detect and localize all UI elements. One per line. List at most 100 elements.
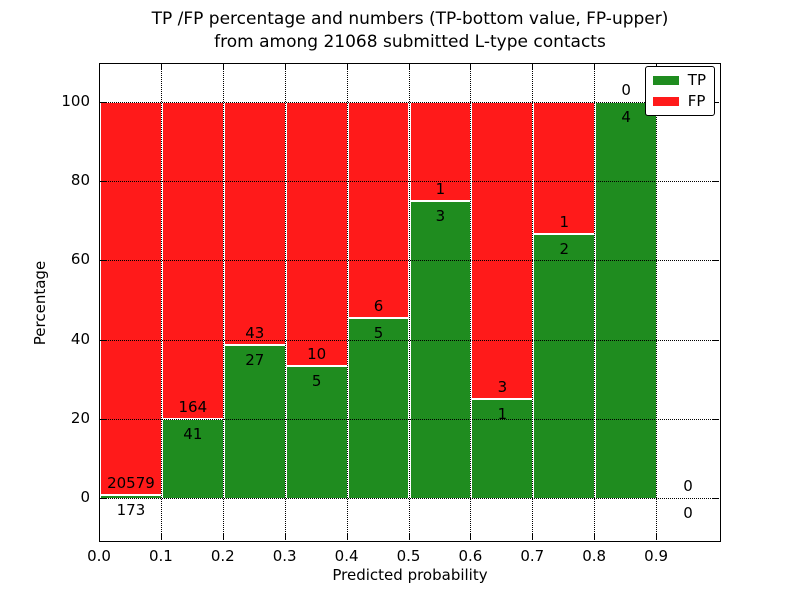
- tp-count-label: 41: [183, 425, 203, 444]
- tp-count-label: 1: [497, 405, 508, 424]
- bar-fp-segment: [471, 101, 534, 400]
- tp-count-label: 173: [116, 501, 146, 520]
- x-tick-bottom: [284, 534, 286, 540]
- v-gridline: [532, 64, 534, 540]
- y-tick-left: [100, 181, 106, 183]
- x-tick-label: 0.6: [458, 547, 483, 565]
- x-tick-bottom: [346, 534, 348, 540]
- v-gridline: [594, 64, 596, 540]
- h-gridline: [100, 339, 719, 341]
- x-tick-bottom: [656, 534, 658, 540]
- x-tick-bottom: [594, 534, 596, 540]
- y-tick-right: [713, 181, 719, 183]
- fp-legend-swatch: [652, 97, 679, 106]
- y-tick-left: [100, 339, 106, 341]
- h-gridline: [100, 101, 719, 103]
- x-tick-bottom: [99, 534, 100, 540]
- x-tick-label: 0.5: [396, 547, 421, 565]
- x-tick-label: 0.4: [334, 547, 359, 565]
- fp-count-label: 1: [559, 212, 570, 231]
- fp-count-label: 43: [245, 324, 265, 343]
- fp-count-label: 0: [621, 80, 631, 99]
- y-tick-left: [100, 260, 106, 262]
- tp-count-label: 3: [435, 206, 446, 225]
- x-tick-top: [99, 64, 100, 70]
- y-tick-label: 0: [80, 488, 90, 507]
- tp-count-label: 27: [245, 351, 265, 370]
- y-tick-right: [713, 339, 719, 341]
- x-tick-label: 0.0: [87, 547, 111, 565]
- tp-legend-label: TP: [687, 71, 706, 89]
- x-tick-top: [408, 64, 410, 70]
- v-gridline: [346, 64, 348, 540]
- h-gridline: [100, 419, 719, 421]
- x-tick-bottom: [532, 534, 534, 540]
- tp-count-label: 0: [683, 504, 693, 523]
- x-tick-label: 0.9: [644, 547, 669, 565]
- fp-count-label: 0: [683, 477, 693, 496]
- x-tick-bottom: [222, 534, 224, 540]
- v-gridline: [160, 64, 162, 540]
- x-tick-bottom: [408, 534, 410, 540]
- x-tick-top: [594, 64, 596, 70]
- bar-tp-segment: [409, 200, 472, 499]
- h-gridline: [100, 181, 719, 183]
- bar-tp-segment: [161, 419, 224, 499]
- x-tick-label: 0.8: [582, 547, 607, 565]
- y-tick-right: [713, 498, 719, 500]
- bar-tp-segment: [595, 101, 658, 499]
- x-tick-top: [346, 64, 348, 70]
- tp-count-label: 5: [373, 324, 384, 343]
- bar-tp-segment: [347, 318, 410, 499]
- x-tick-bottom: [470, 534, 472, 540]
- y-tick-right: [713, 260, 719, 262]
- chart-title: TP /FP percentage and numbers (TP-bottom…: [99, 8, 721, 54]
- fp-count-label: 1: [435, 179, 446, 198]
- bar-fp-segment: [285, 101, 348, 367]
- y-tick-right: [713, 101, 719, 103]
- tp-legend-swatch: [652, 76, 679, 85]
- bar-fp-segment: [347, 101, 410, 319]
- v-gridline: [222, 64, 224, 540]
- x-tick-top: [470, 64, 472, 70]
- bar-fp-segment: [223, 101, 286, 346]
- y-tick-label: 80: [70, 171, 90, 190]
- x-tick-bottom: [160, 534, 162, 540]
- bar-fp-segment: [533, 101, 596, 234]
- tp-count-label: 2: [559, 239, 570, 258]
- legend: TP FP: [644, 66, 715, 116]
- tp-count-label: 4: [621, 107, 631, 126]
- y-tick-label: 40: [70, 329, 90, 348]
- y-tick-left: [100, 498, 106, 500]
- bar-tp-segment: [471, 399, 534, 499]
- x-tick-label: 0.1: [148, 547, 173, 565]
- legend-entry-tp: TP: [652, 71, 706, 89]
- fp-count-label: 164: [178, 398, 208, 417]
- bar-tp-segment: [533, 233, 596, 499]
- v-gridline: [656, 64, 658, 540]
- x-tick-top: [284, 64, 286, 70]
- y-tick-label: 60: [70, 250, 90, 269]
- x-tick-label: 0.3: [272, 547, 297, 565]
- x-tick-top: [160, 64, 162, 70]
- y-tick-label: 100: [61, 91, 90, 110]
- x-tick-top: [532, 64, 534, 70]
- fp-count-label: 6: [373, 297, 384, 316]
- tp-count-label: 5: [311, 372, 322, 391]
- y-tick-left: [100, 101, 106, 103]
- fp-count-label: 20579: [107, 474, 155, 493]
- v-gridline: [470, 64, 472, 540]
- y-axis-label: Percentage: [31, 260, 49, 346]
- chart-title-line1: TP /FP percentage and numbers (TP-bottom…: [151, 9, 669, 29]
- fp-count-label: 10: [307, 345, 327, 364]
- h-gridline: [100, 498, 719, 500]
- y-tick-label: 20: [70, 409, 90, 428]
- v-gridline: [284, 64, 286, 540]
- x-tick-label: 0.7: [520, 547, 545, 565]
- x-tick-top: [222, 64, 224, 70]
- fp-count-label: 3: [497, 378, 508, 397]
- fp-legend-label: FP: [687, 92, 706, 110]
- chart-title-line2: from among 21068 submitted L-type contac…: [214, 32, 606, 52]
- plot-area: TP FP 20579 173 164 41 43 27 10 5 6 5 1 3 3 1 1 2 0 4 0 0 0.…: [61, 63, 721, 565]
- y-tick-left: [100, 419, 106, 421]
